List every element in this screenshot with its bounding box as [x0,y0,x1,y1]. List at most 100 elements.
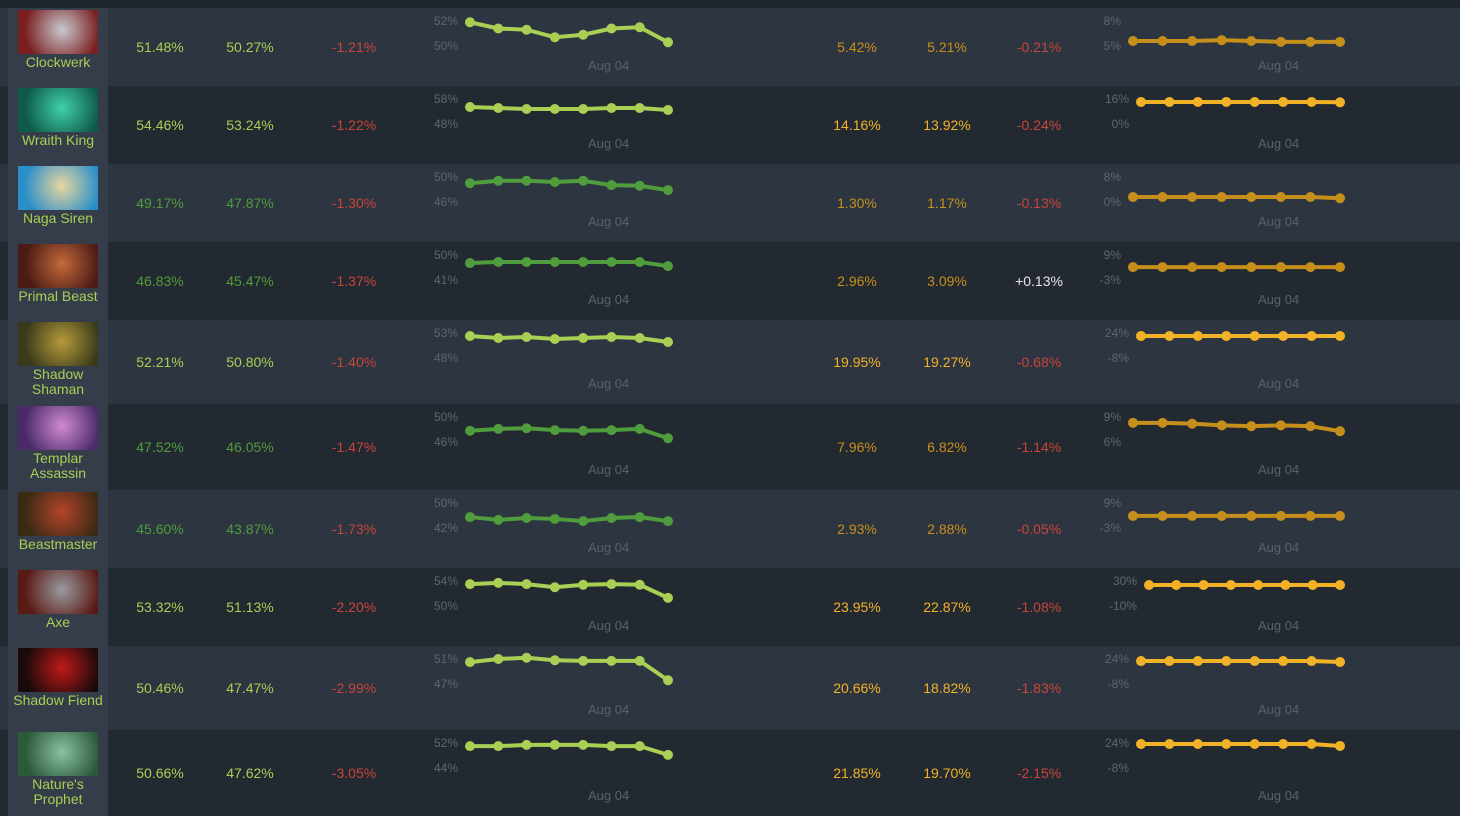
pick-sparkline-point[interactable] [1187,510,1198,521]
pick-sparkline-point[interactable] [1157,262,1168,273]
win-sparkline-point[interactable] [663,37,673,48]
win-sparkline-point[interactable] [634,741,645,752]
win-sparkline-point[interactable] [521,739,532,750]
hero-portrait[interactable] [18,244,98,288]
pick-sparkline-point[interactable] [1335,330,1345,341]
pick-sparkline-point[interactable] [1306,96,1317,107]
hero-name[interactable]: Beastmaster [18,536,98,552]
hero-name[interactable]: Wraith King [21,132,95,148]
pick-sparkline-point[interactable] [1187,192,1198,202]
win-sparkline-point[interactable] [634,180,645,191]
hero-portrait[interactable] [18,648,98,692]
pick-sparkline-point[interactable] [1136,739,1146,750]
win-sparkline-point[interactable] [521,513,532,523]
win-sparkline-point[interactable] [549,513,560,524]
win-sparkline-point[interactable] [606,513,617,523]
pick-sparkline-point[interactable] [1216,192,1227,202]
win-sparkline-point[interactable] [465,741,475,752]
win-sparkline-point[interactable] [549,32,560,43]
hero-name[interactable]: Templar Assassin [29,450,87,481]
win-sparkline-point[interactable] [549,334,560,344]
win-sparkline-point[interactable] [606,256,617,267]
pick-sparkline-point[interactable] [1221,656,1232,667]
pick-sparkline-point[interactable] [1335,580,1345,590]
pick-sparkline-point[interactable] [1249,739,1260,750]
pick-sparkline-point[interactable] [1280,580,1291,590]
win-sparkline-point[interactable] [634,655,645,666]
hero-portrait[interactable] [18,88,98,132]
win-sparkline-point[interactable] [578,516,589,527]
pick-sparkline-point[interactable] [1335,262,1345,273]
pick-sparkline-point[interactable] [1157,36,1168,46]
win-sparkline-point[interactable] [465,17,475,28]
win-sparkline-point[interactable] [663,433,673,444]
pick-sparkline-point[interactable] [1246,510,1257,521]
hero-cell[interactable]: Shadow Shaman [8,320,108,404]
win-sparkline-point[interactable] [606,655,617,666]
hero-cell[interactable]: Naga Siren [8,164,108,242]
pick-sparkline-point[interactable] [1246,421,1257,432]
pick-sparkline-point[interactable] [1278,656,1289,667]
win-sparkline-point[interactable] [663,261,673,272]
win-sparkline-point[interactable] [578,29,589,40]
pick-sparkline-point[interactable] [1335,36,1345,47]
hero-name[interactable]: Shadow Fiend [13,692,103,708]
pick-sparkline-point[interactable] [1221,96,1232,107]
win-sparkline-point[interactable] [465,258,475,269]
win-sparkline-point[interactable] [521,579,532,590]
win-sparkline-point[interactable] [465,331,475,341]
pick-sparkline-point[interactable] [1136,96,1146,107]
pick-sparkline-point[interactable] [1275,510,1286,521]
win-sparkline-point[interactable] [493,514,504,525]
pick-sparkline-point[interactable] [1221,739,1232,750]
win-sparkline-point[interactable] [578,104,589,114]
win-sparkline-point[interactable] [549,256,560,267]
table-row[interactable]: Wraith King 54.46% 53.24% -1.22% 14.16% 13.92… [0,86,1460,164]
table-row[interactable]: Nature's Prophet 50.66% 47.62% -3.05% 21.85%… [0,730,1460,816]
win-sparkline-point[interactable] [578,256,589,267]
win-sparkline-point[interactable] [465,102,475,112]
hero-cell[interactable]: Clockwerk [8,8,108,86]
pick-sparkline-point[interactable] [1305,36,1316,47]
pick-sparkline-point[interactable] [1249,96,1260,107]
table-row[interactable]: Beastmaster 45.60% 43.87% -1.73% 2.93% 2.88% -… [0,490,1460,568]
win-sparkline-point[interactable] [578,333,589,343]
pick-sparkline-point[interactable] [1253,580,1264,590]
pick-sparkline-point[interactable] [1246,36,1257,46]
pick-sparkline-point[interactable] [1216,420,1227,431]
pick-sparkline-point[interactable] [1249,330,1260,341]
pick-sparkline-point[interactable] [1305,510,1316,521]
pick-sparkline-point[interactable] [1306,739,1317,750]
pick-sparkline-point[interactable] [1144,580,1154,590]
pick-sparkline-point[interactable] [1164,739,1175,750]
pick-sparkline-point[interactable] [1305,262,1316,273]
win-sparkline-point[interactable] [663,749,673,760]
win-sparkline-point[interactable] [663,337,673,347]
win-sparkline-point[interactable] [465,512,475,523]
hero-cell[interactable]: Beastmaster [8,490,108,568]
pick-sparkline-point[interactable] [1187,262,1198,273]
pick-sparkline-point[interactable] [1164,96,1175,107]
hero-name[interactable]: Clockwerk [25,54,91,70]
pick-sparkline-point[interactable] [1225,580,1236,590]
win-sparkline-point[interactable] [549,739,560,750]
pick-sparkline-point[interactable] [1128,36,1138,46]
pick-sparkline-point[interactable] [1335,193,1345,204]
pick-sparkline-point[interactable] [1306,330,1317,341]
pick-sparkline-point[interactable] [1275,262,1286,273]
win-sparkline-point[interactable] [549,582,560,593]
win-sparkline-point[interactable] [465,178,475,189]
win-sparkline-point[interactable] [493,103,504,113]
win-sparkline-point[interactable] [493,741,504,752]
pick-sparkline-point[interactable] [1275,420,1286,431]
pick-sparkline-point[interactable] [1335,426,1345,437]
table-row[interactable]: Shadow Shaman 52.21% 50.80% -1.40% 19.95% 19.… [0,320,1460,404]
win-sparkline-point[interactable] [493,23,504,34]
table-row[interactable]: Axe 53.32% 51.13% -2.20% 23.95% 22.87% -1.08% 5… [0,568,1460,646]
win-sparkline-point[interactable] [465,425,475,436]
pick-sparkline-point[interactable] [1246,262,1257,273]
pick-sparkline-point[interactable] [1192,656,1203,667]
pick-sparkline-point[interactable] [1157,417,1168,428]
pick-sparkline-point[interactable] [1221,330,1232,341]
hero-portrait[interactable] [18,492,98,536]
